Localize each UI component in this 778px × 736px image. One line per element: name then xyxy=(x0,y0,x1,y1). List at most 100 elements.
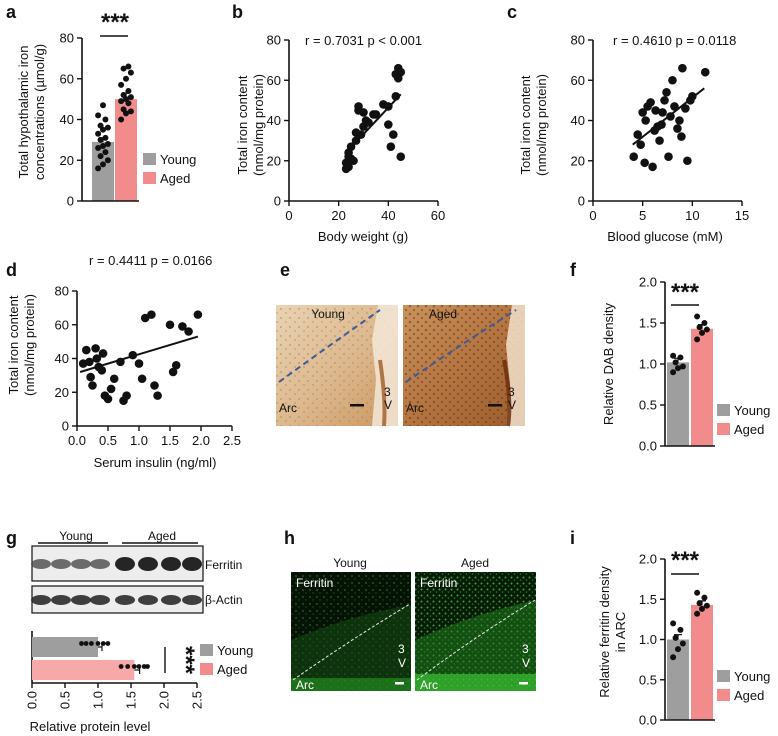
panel-d-xtick-label-5: 2.5 xyxy=(223,433,241,448)
panel-label-g: g xyxy=(6,528,17,548)
panel-c-point-14 xyxy=(662,88,671,97)
panel-f-bar-aged xyxy=(691,328,713,446)
panel-h-aged-stain: Ferritin xyxy=(420,576,457,590)
panel-a-bar-aged xyxy=(115,99,137,201)
panel-a-point-0-0 xyxy=(95,165,102,172)
panel-c-point-1 xyxy=(633,130,642,139)
panel-i-point-1-3 xyxy=(696,600,703,607)
panel-i-legend-aged-swatch xyxy=(717,689,730,701)
panel-a-point-1-10 xyxy=(118,81,125,88)
panel-a-legend-aged-swatch xyxy=(143,172,156,184)
panel-c-stat: r = 0.4610 p = 0.0118 xyxy=(613,33,736,48)
panel-c-point-3 xyxy=(638,108,647,117)
panel-e-aged-3: 3 xyxy=(508,385,515,399)
panel-a-legend-aged: Aged xyxy=(160,171,190,186)
panel-e-aged-arc: Arc xyxy=(406,401,424,415)
panel-a-point-0-15 xyxy=(95,112,102,119)
panel-a-point-0-7 xyxy=(104,140,111,147)
panel-a-point-0-8 xyxy=(97,136,104,143)
panel-c-point-6 xyxy=(646,98,655,107)
panel-c-point-2 xyxy=(636,140,645,149)
panel-g-point-1-2 xyxy=(131,664,137,669)
panel-f-point-1-3 xyxy=(696,324,703,331)
panel-b-ytick-label-3: 60 xyxy=(267,73,281,88)
panel-e-aged-image xyxy=(403,305,525,427)
panel-b-point-16 xyxy=(364,118,373,127)
panel-c-ytick-label-2: 40 xyxy=(571,113,585,128)
ferritin-band-3 xyxy=(90,559,110,569)
panel-d-fit-line xyxy=(79,335,199,373)
panel-f-ytick-label-1: 0.5 xyxy=(639,398,657,413)
panel-b-point-14 xyxy=(359,108,368,117)
panel-c-xtick-label-1: 5 xyxy=(639,208,646,223)
panel-d-ytick-label-4: 80 xyxy=(55,284,69,299)
panel-g-xtick-label-2: 1.0 xyxy=(91,691,106,709)
panel-f-point-1-5 xyxy=(694,313,701,320)
ferritin-band-5 xyxy=(138,557,158,571)
panel-b-point-20 xyxy=(384,120,393,129)
panel-b-point-28 xyxy=(396,67,406,77)
panel-f-legend-young-swatch xyxy=(717,404,730,416)
panel-i-ytick-label-4: 2.0 xyxy=(639,552,657,567)
panel-c-xtick-label-2: 10 xyxy=(685,208,699,223)
panel-g-western-blot: Young Aged Ferritin β-Actin xyxy=(31,529,243,614)
panel-c-point-22 xyxy=(681,104,690,113)
panel-d-ytick-label-3: 60 xyxy=(55,317,69,332)
panel-e-young-v: V xyxy=(384,398,392,412)
panel-d-point-1 xyxy=(82,345,91,355)
panel-f-legend-aged: Aged xyxy=(734,422,764,437)
panel-a-point-1-13 xyxy=(120,65,127,72)
panel-c-point-15 xyxy=(664,152,673,162)
panel-d-xtick-label-3: 1.5 xyxy=(161,433,179,448)
panel-g-point-1-1 xyxy=(125,664,131,669)
panel-i-ylabel-1: Relative ferritin density xyxy=(597,566,612,698)
panel-b-point-18 xyxy=(371,110,381,119)
panel-d-ylabel-1: Total iron content xyxy=(6,295,21,394)
panel-g-xtick-label-1: 0.5 xyxy=(58,691,73,709)
panel-d-point-29 xyxy=(193,310,203,319)
panel-c-point-21 xyxy=(678,63,687,73)
panel-g-point-0-0 xyxy=(79,641,84,646)
actin-band-6 xyxy=(161,595,181,605)
panel-i-point-0-0 xyxy=(670,654,677,661)
panel-a-ytick-label-1: 20 xyxy=(60,153,74,168)
panel-a-point-1-9 xyxy=(125,87,132,94)
panel-f-point-0-3 xyxy=(672,359,679,366)
actin-band-7 xyxy=(182,595,202,605)
panel-label-a: a xyxy=(6,2,17,22)
panel-b-scatter: r = 0.7031 p < 0.001 Total iron content … xyxy=(235,33,445,245)
panel-d-scatter: r = 0.4411 p = 0.0166 Total iron content… xyxy=(6,253,241,470)
panel-a-point-0-5 xyxy=(95,145,102,152)
panel-d-point-24 xyxy=(165,320,175,330)
panel-a-ytick-label-3: 60 xyxy=(60,71,74,86)
panel-c-scatter: r = 0.4610 p = 0.0118 Total iron content… xyxy=(518,33,749,245)
panel-b-point-4 xyxy=(344,162,353,172)
actin-band-4 xyxy=(115,595,135,605)
panel-a-point-1-11 xyxy=(123,75,129,82)
panel-d-point-6 xyxy=(92,354,102,363)
panel-i-legend-aged: Aged xyxy=(734,688,764,703)
panel-c-point-7 xyxy=(648,162,657,172)
panel-g-legend-aged: Aged xyxy=(217,662,247,677)
panel-a-point-1-5 xyxy=(118,98,125,105)
actin-band-2 xyxy=(71,595,91,605)
panel-e-aged-title: Aged xyxy=(429,307,457,321)
panel-f-bar-young xyxy=(667,362,689,446)
panel-g-point-0-2 xyxy=(89,641,94,646)
panel-b-point-29 xyxy=(396,152,406,162)
actin-band-3 xyxy=(90,595,110,605)
actin-band-1 xyxy=(51,595,71,605)
ferritin-band-2 xyxy=(71,559,91,569)
panel-f-bar-chart: Relative DAB density *** Young Aged 0.0 0… xyxy=(601,275,770,454)
panel-d-point-5 xyxy=(91,344,100,353)
panel-f-significance: *** xyxy=(671,279,700,306)
panel-g-bar-aged xyxy=(32,660,135,680)
panel-b-xtick-label-1: 20 xyxy=(331,208,345,223)
panel-d-point-27 xyxy=(178,322,187,331)
panel-g-point-0-4 xyxy=(100,641,106,646)
panel-g-significance: *** xyxy=(172,646,199,675)
panel-f-ytick-label-0: 0.0 xyxy=(639,439,657,454)
panel-a-point-0-12 xyxy=(104,124,111,131)
panel-c-point-0 xyxy=(629,152,639,162)
